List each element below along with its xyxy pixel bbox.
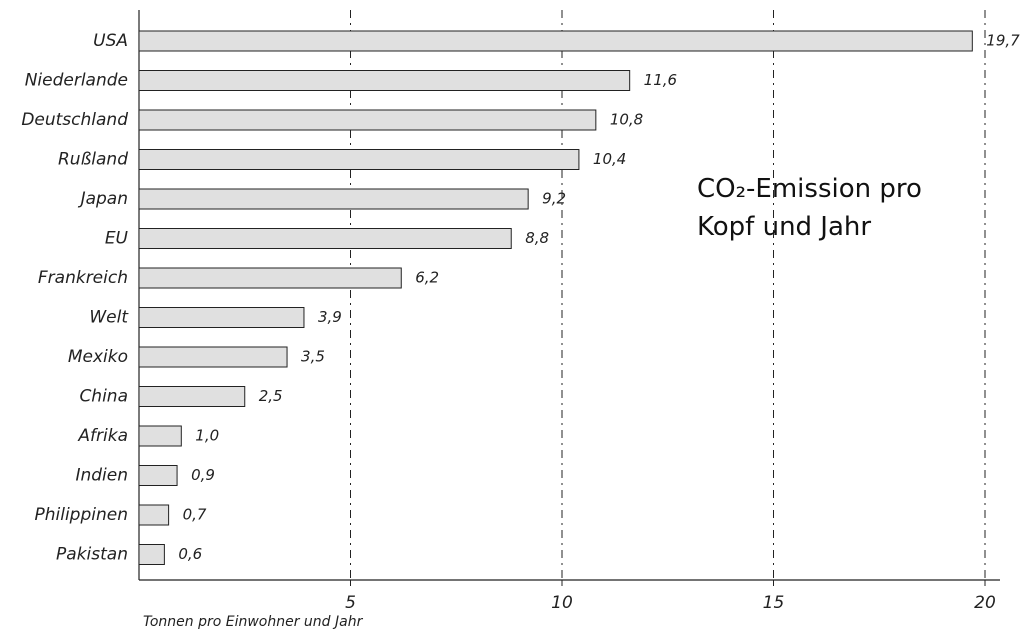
y-tick-label: Frankreich (38, 268, 128, 288)
value-label: 19,7 (986, 32, 1020, 50)
y-tick-label: Pakistan (56, 545, 128, 565)
y-tick-label: Indien (75, 466, 128, 486)
value-label: 3,9 (318, 308, 342, 326)
x-tick-label: 5 (345, 593, 356, 613)
bar (138, 109, 597, 131)
bar (138, 307, 305, 328)
y-tick-label: Mexiko (68, 347, 128, 367)
value-label: 0,7 (183, 506, 207, 524)
y-tick-label: Afrika (77, 426, 128, 446)
bar (138, 386, 246, 407)
value-label: 6,2 (415, 269, 439, 287)
value-label: 1,0 (195, 427, 219, 445)
x-axis-label: Tonnen pro Einwohner und Jahr (143, 614, 364, 630)
bar (138, 149, 580, 170)
bar (138, 70, 631, 91)
bar (138, 425, 182, 447)
y-tick-label: EU (105, 229, 129, 249)
bar (138, 544, 165, 565)
y-tick-label: Rußland (58, 150, 128, 170)
y-tick-label: Deutschland (21, 110, 128, 130)
bar (138, 267, 402, 289)
x-tick-label: 10 (551, 593, 573, 613)
y-tick-label: China (79, 387, 128, 407)
bar (138, 188, 529, 210)
value-label: 10,4 (593, 150, 626, 168)
value-label: 10,8 (610, 111, 643, 129)
bar (138, 465, 178, 486)
x-tick-label: 15 (763, 593, 785, 613)
y-tick-label: Niederlande (25, 71, 128, 91)
value-label: 8,8 (525, 229, 549, 247)
bar (138, 228, 512, 249)
value-label: 0,6 (178, 545, 202, 563)
value-label: 0,9 (191, 466, 215, 484)
y-tick-label: USA (93, 31, 128, 51)
bar (138, 346, 288, 368)
y-tick-label: Philippinen (34, 505, 128, 525)
value-label: 11,6 (644, 71, 677, 89)
bar (138, 30, 973, 52)
y-tick-label: Welt (89, 308, 129, 328)
x-tick-label: 20 (974, 593, 996, 613)
value-label: 2,5 (259, 387, 283, 405)
value-label: 3,5 (301, 348, 325, 366)
chart-title: CO₂-Emission pro Kopf und Jahr (697, 174, 922, 242)
value-label: 9,2 (542, 190, 566, 208)
bar (138, 504, 170, 526)
y-tick-label: Japan (78, 189, 128, 209)
